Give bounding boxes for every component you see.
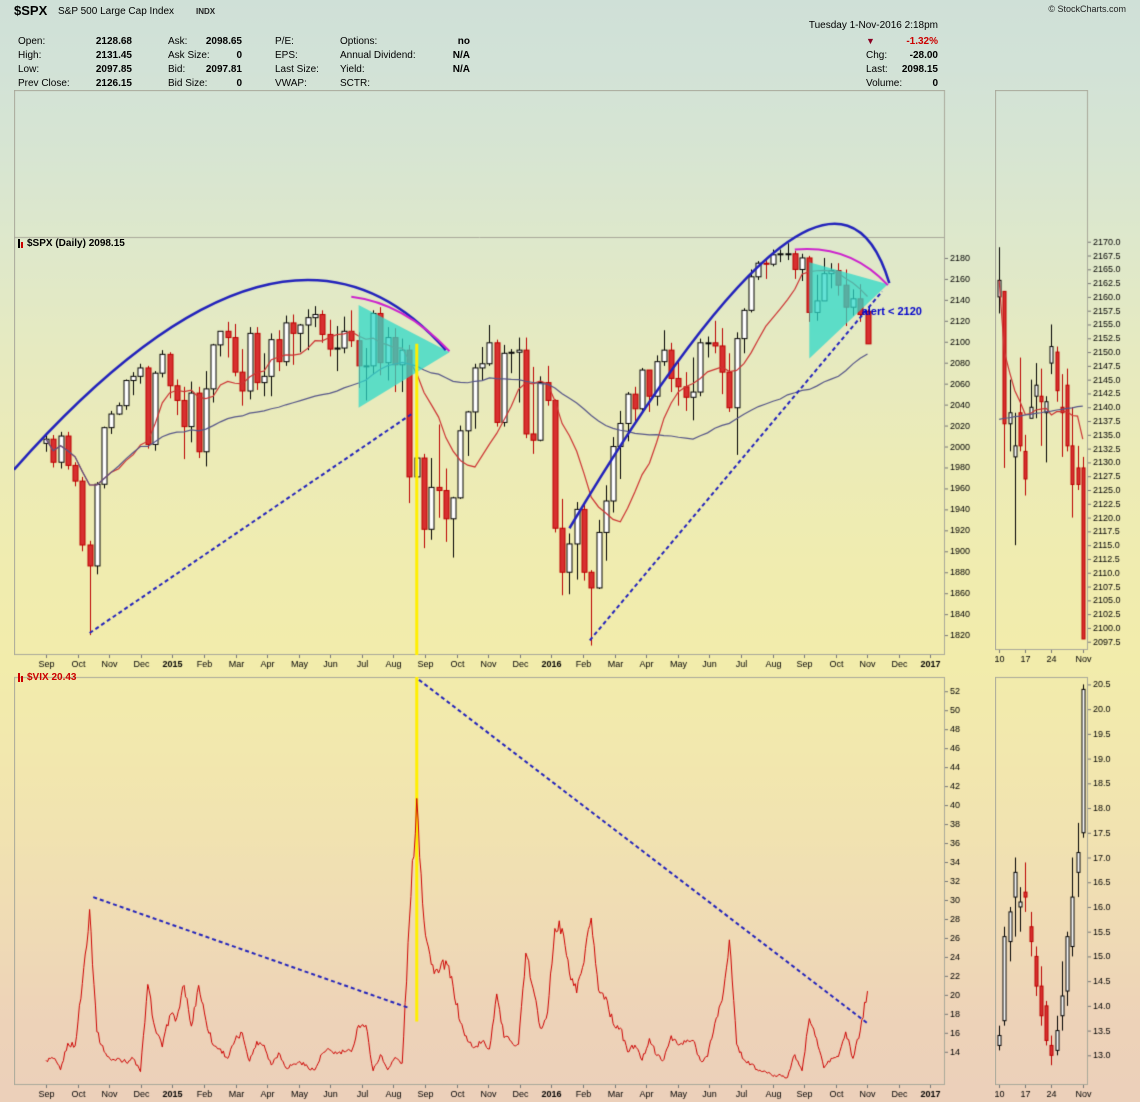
quote-row: Chg: -28.00 (866, 48, 938, 62)
quote-row: Volume: 0 (866, 76, 938, 90)
quote-value: no (457, 35, 470, 47)
quote-label: Prev Close: (18, 77, 70, 89)
candlestick-icon (18, 239, 23, 248)
spx-chart-legend: $SPX (Daily) 2098.15 (18, 238, 125, 249)
spx-legend-text: $SPX (Daily) 2098.15 (27, 238, 125, 249)
quote-value: 2097.81 (205, 63, 242, 75)
quote-label: P/E: (275, 35, 294, 47)
quote-row: Ask Size: 0 (168, 48, 242, 62)
quote-label: Last Size: (275, 63, 319, 75)
quote-value: -1.32% (906, 35, 938, 47)
quote-label: Annual Dividend: (340, 49, 416, 61)
quote-column-5: ▼ -1.32% Chg: -28.00 Last: 2098.15 Volume: 0 (866, 34, 938, 90)
quote-label: SCTR: (340, 77, 370, 89)
quote-column-1: Open: 2128.68 High: 2131.45 Low: 2097.85 Prev … (18, 34, 132, 90)
quote-value: 2131.45 (95, 49, 132, 61)
quote-label: Open: (18, 35, 46, 47)
quote-label: Volume: (866, 77, 903, 89)
quote-label: Last: (866, 63, 888, 75)
vix-chart-legend: $VIX 20.43 (18, 672, 76, 683)
quote-label: High: (18, 49, 42, 61)
quote-row: SCTR: (340, 76, 470, 90)
quote-row: Yield: N/A (340, 62, 470, 76)
quote-row: Last: 2098.15 (866, 62, 938, 76)
quote-value: N/A (452, 63, 470, 75)
quote-label: Bid: (168, 63, 186, 75)
spx-recent-mini-chart (995, 90, 1140, 675)
spx-daily-chart (14, 90, 990, 675)
quote-value: -28.00 (909, 49, 938, 61)
quote-label: Options: (340, 35, 378, 47)
quote-row: Bid Size: 0 (168, 76, 242, 90)
quote-row: Low: 2097.85 (18, 62, 132, 76)
quote-value: 2098.15 (901, 63, 938, 75)
quote-value: 2126.15 (95, 77, 132, 89)
quote-label: Bid Size: (168, 77, 208, 89)
symbol: $SPX (14, 3, 48, 18)
down-triangle-icon: ▼ (866, 36, 875, 46)
quote-row: ▼ -1.32% (866, 34, 938, 48)
quote-column-4: Options: no Annual Dividend: N/A Yield: N/A SC… (340, 34, 470, 90)
symbol-name: S&P 500 Large Cap Index (58, 6, 175, 17)
quote-value: 0 (236, 77, 242, 89)
quote-label: VWAP: (275, 77, 307, 89)
quote-value: 2098.65 (205, 35, 242, 47)
quote-row: EPS: (275, 48, 365, 62)
line-chart-icon (18, 673, 23, 682)
quote-row: Open: 2128.68 (18, 34, 132, 48)
quote-row: P/E: (275, 34, 365, 48)
quote-column-3: P/E: EPS: Last Size: VWAP: (275, 34, 365, 90)
quote-datetime: Tuesday 1-Nov-2016 2:18pm (808, 20, 938, 31)
quote-row: Bid: 2097.81 (168, 62, 242, 76)
quote-row: Options: no (340, 34, 470, 48)
quote-column-2: Ask: 2098.65 Ask Size: 0 Bid: 2097.81 Bid Size… (168, 34, 242, 90)
quote-row: VWAP: (275, 76, 365, 90)
quote-row: Prev Close: 2126.15 (18, 76, 132, 90)
quote-row: High: 2131.45 (18, 48, 132, 62)
vix-legend-text: $VIX 20.43 (27, 672, 77, 683)
quote-label: EPS: (275, 49, 298, 61)
quote-label: Low: (18, 63, 40, 75)
copyright: © StockCharts.com (1048, 4, 1126, 14)
quote-value: 2097.85 (95, 63, 132, 75)
quote-value: N/A (452, 49, 470, 61)
quote-value: 0 (932, 77, 938, 89)
vix-recent-mini-chart (995, 670, 1140, 1102)
vix-chart (14, 670, 990, 1102)
quote-label: Yield: (340, 63, 365, 75)
quote-label: Chg: (866, 49, 888, 61)
quote-label: Ask Size: (168, 49, 210, 61)
quote-row: Annual Dividend: N/A (340, 48, 470, 62)
quote-value: 2128.68 (95, 35, 132, 47)
quote-value: 0 (236, 49, 242, 61)
quote-label: Ask: (168, 35, 188, 47)
quote-row: Ask: 2098.65 (168, 34, 242, 48)
exchange-label: INDX (196, 7, 216, 16)
quote-row: Last Size: (275, 62, 365, 76)
